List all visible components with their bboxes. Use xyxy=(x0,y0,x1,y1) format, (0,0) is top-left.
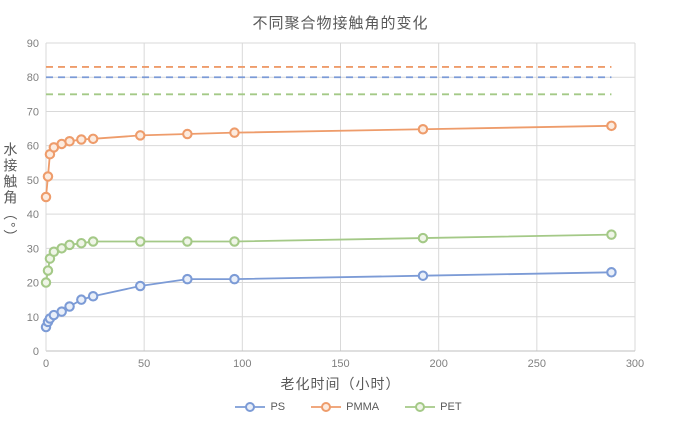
y-tick-label-10: 10 xyxy=(27,312,39,324)
x-tick-label-250: 250 xyxy=(528,358,546,370)
series-marker-PS xyxy=(417,270,429,281)
series-marker-PET xyxy=(64,239,75,251)
legend-item-pmma: PMMA xyxy=(311,401,379,413)
series-marker-PMMA xyxy=(76,134,87,145)
x-tick-label-50: 50 xyxy=(138,358,150,370)
y-tick-label-80: 80 xyxy=(27,72,39,84)
series-marker-PMMA xyxy=(606,120,617,132)
series-marker-PMMA xyxy=(87,133,99,145)
series-marker-PMMA xyxy=(40,191,52,203)
x-tick-label-300: 300 xyxy=(626,358,644,370)
y-tick-label-60: 60 xyxy=(27,141,39,153)
chart-title: 不同聚合物接触角的变化 xyxy=(252,15,429,32)
series-marker-PET xyxy=(40,277,52,288)
series-marker-PS xyxy=(606,267,617,278)
ps-line-marker-icon xyxy=(235,402,266,412)
series-marker-PS xyxy=(87,290,99,302)
y-tick-label-20: 20 xyxy=(27,278,39,290)
series-line-PET xyxy=(45,233,612,283)
x-tick-label-200: 200 xyxy=(429,358,447,370)
x-tick-label-100: 100 xyxy=(233,358,251,370)
y-tick-label-30: 30 xyxy=(27,243,39,255)
series-marker-PET xyxy=(87,236,99,247)
series-marker-PMMA xyxy=(229,127,240,138)
pet-line-marker-icon xyxy=(405,402,436,412)
series-marker-PET xyxy=(229,236,240,247)
series-marker-PS xyxy=(64,301,75,312)
legend-label-pmma: PMMA xyxy=(346,401,380,413)
series-marker-PET xyxy=(76,237,87,249)
x-tick-label-150: 150 xyxy=(331,358,349,370)
legend-item-pet: PET xyxy=(405,401,462,413)
series-marker-PS xyxy=(56,306,67,317)
series-marker-PS xyxy=(182,273,193,285)
y-axis-title: 水接触角（°） xyxy=(2,142,19,246)
y-tick-label-0: 0 xyxy=(33,346,39,358)
legend-label-ps: PS xyxy=(270,401,286,413)
series-marker-PMMA xyxy=(182,128,193,140)
series-marker-PMMA xyxy=(42,171,54,182)
pmma-line-marker-icon xyxy=(311,402,342,412)
legend-item-ps: PS xyxy=(235,401,285,413)
series-marker-PET xyxy=(417,232,429,244)
y-tick-label-70: 70 xyxy=(27,106,39,118)
legend: PS PMMA PET xyxy=(0,401,697,413)
series-marker-PS xyxy=(229,273,240,285)
y-tick-label-50: 50 xyxy=(27,175,39,187)
series-line-PS xyxy=(45,271,612,328)
y-tick-label-90: 90 xyxy=(27,38,39,50)
series-marker-PS xyxy=(76,294,87,305)
series-marker-PET xyxy=(42,265,54,276)
series-marker-PS xyxy=(134,280,146,292)
legend-label-pet: PET xyxy=(440,401,462,413)
series-marker-PET xyxy=(134,236,146,247)
series-marker-PMMA xyxy=(417,123,429,135)
y-tick-label-40: 40 xyxy=(27,209,39,221)
series-marker-PMMA xyxy=(64,135,75,147)
x-tick-label-0: 0 xyxy=(43,358,49,370)
series-marker-PMMA xyxy=(134,130,146,141)
x-axis-title: 老化时间（小时） xyxy=(280,376,401,392)
series-marker-PET xyxy=(606,229,617,240)
series-marker-PET xyxy=(182,236,193,247)
series-line-PMMA xyxy=(45,124,612,198)
